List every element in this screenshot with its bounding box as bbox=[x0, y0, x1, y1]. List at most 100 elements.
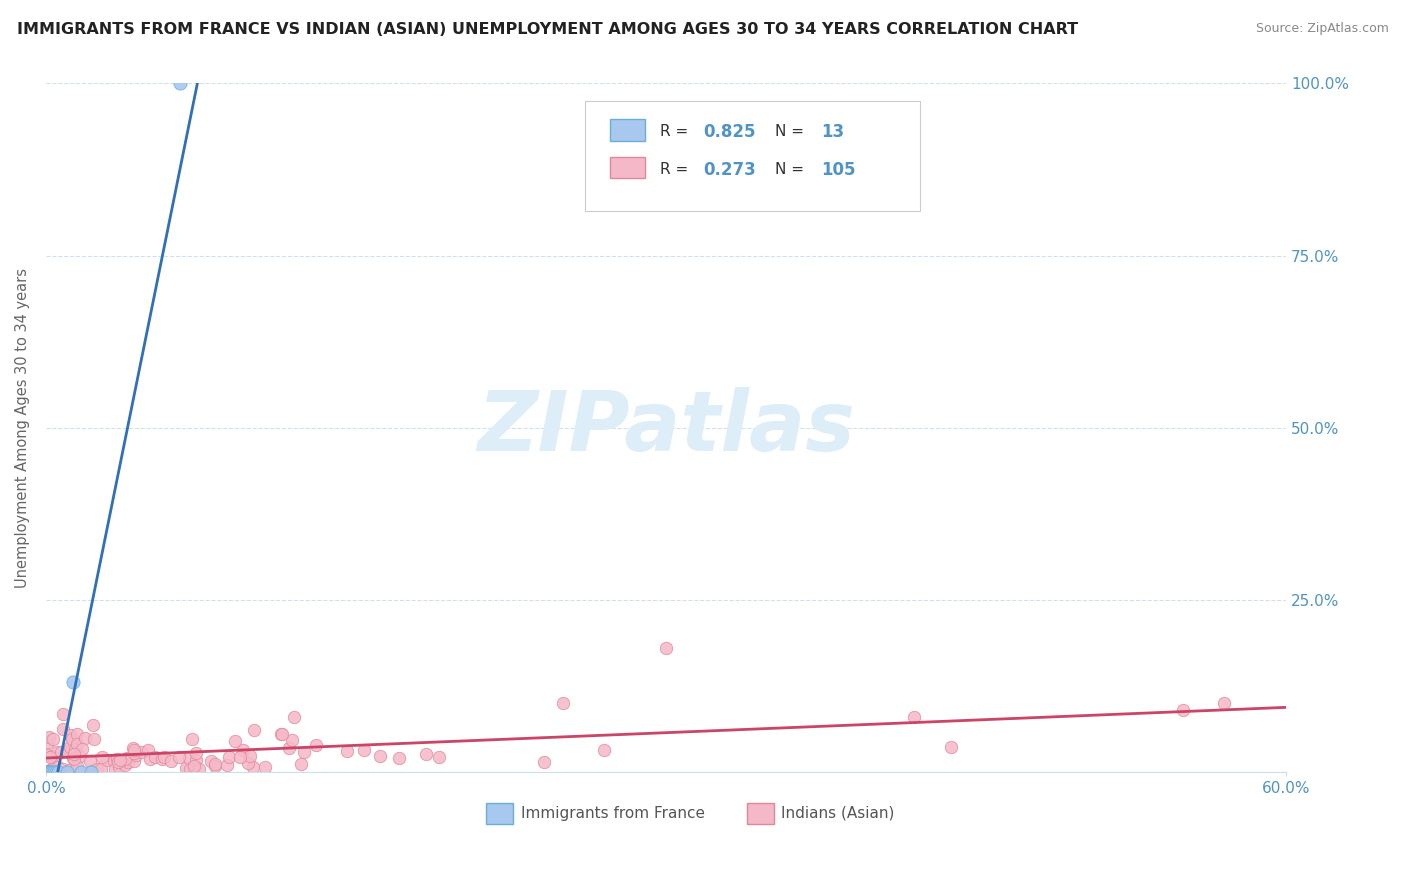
Point bbox=[66, 727, 89, 741]
Point bbox=[551, 696, 574, 710]
Point bbox=[655, 640, 678, 655]
Point bbox=[66, 737, 89, 751]
Point bbox=[62, 752, 84, 766]
Point bbox=[41, 762, 63, 776]
Point bbox=[169, 77, 191, 91]
Point bbox=[200, 755, 222, 769]
Point bbox=[70, 742, 93, 756]
Point bbox=[83, 731, 105, 746]
Text: 0.825: 0.825 bbox=[703, 122, 755, 141]
Point bbox=[533, 755, 555, 769]
Text: ZIPatlas: ZIPatlas bbox=[477, 387, 855, 468]
Point bbox=[55, 764, 77, 779]
Point bbox=[37, 764, 59, 779]
Point bbox=[63, 742, 86, 756]
Point bbox=[46, 745, 69, 759]
Point bbox=[62, 675, 84, 690]
Point bbox=[188, 762, 211, 776]
Point bbox=[131, 745, 153, 759]
Point bbox=[232, 742, 254, 756]
Point bbox=[58, 745, 80, 759]
Point bbox=[290, 756, 312, 771]
Point bbox=[236, 756, 259, 771]
FancyBboxPatch shape bbox=[610, 157, 645, 178]
Point bbox=[427, 750, 450, 764]
Point bbox=[117, 755, 139, 769]
Point bbox=[179, 750, 201, 764]
Point bbox=[305, 738, 328, 752]
Point bbox=[183, 759, 205, 773]
Point bbox=[59, 739, 82, 754]
Point bbox=[37, 764, 59, 779]
Point bbox=[593, 743, 616, 757]
Point bbox=[41, 749, 63, 764]
Point bbox=[122, 743, 145, 757]
Point bbox=[121, 741, 143, 756]
Point bbox=[42, 731, 65, 746]
Point bbox=[117, 751, 139, 765]
Point bbox=[108, 753, 131, 767]
Point bbox=[44, 764, 66, 779]
Point bbox=[243, 723, 266, 738]
Point bbox=[86, 762, 108, 776]
Point bbox=[150, 752, 173, 766]
Point bbox=[167, 750, 190, 764]
Text: 105: 105 bbox=[821, 161, 855, 178]
Point bbox=[65, 759, 87, 773]
Point bbox=[38, 764, 60, 779]
Text: R =: R = bbox=[659, 124, 693, 139]
Point bbox=[370, 749, 392, 764]
Text: R =: R = bbox=[659, 162, 693, 177]
Point bbox=[387, 751, 409, 765]
Point bbox=[37, 764, 59, 779]
Point bbox=[278, 740, 301, 755]
Y-axis label: Unemployment Among Ages 30 to 34 years: Unemployment Among Ages 30 to 34 years bbox=[15, 268, 30, 588]
Text: 13: 13 bbox=[821, 122, 844, 141]
FancyBboxPatch shape bbox=[610, 120, 645, 141]
Point bbox=[415, 747, 437, 761]
Point bbox=[239, 748, 262, 763]
Point bbox=[114, 757, 136, 772]
Point bbox=[218, 749, 240, 764]
Point bbox=[280, 733, 302, 747]
Point bbox=[125, 747, 148, 762]
Point bbox=[63, 747, 86, 761]
Point bbox=[242, 759, 264, 773]
Point bbox=[62, 751, 84, 765]
Point bbox=[228, 750, 250, 764]
Point bbox=[79, 754, 101, 768]
Point bbox=[283, 710, 305, 724]
Point bbox=[179, 762, 201, 776]
Point bbox=[217, 758, 239, 772]
Point bbox=[1213, 696, 1236, 710]
Point bbox=[174, 761, 197, 775]
FancyBboxPatch shape bbox=[747, 803, 773, 823]
Point bbox=[96, 753, 118, 767]
FancyBboxPatch shape bbox=[585, 101, 920, 211]
Point bbox=[48, 760, 70, 774]
Point bbox=[939, 739, 962, 754]
Point bbox=[45, 764, 67, 779]
Point bbox=[122, 747, 145, 761]
FancyBboxPatch shape bbox=[486, 803, 513, 823]
Point bbox=[136, 742, 159, 756]
Point bbox=[153, 750, 176, 764]
Point bbox=[270, 727, 292, 741]
Point bbox=[82, 764, 104, 778]
Point bbox=[52, 706, 75, 721]
Point bbox=[49, 745, 72, 759]
Point bbox=[292, 745, 315, 759]
Point bbox=[160, 755, 183, 769]
Point bbox=[1171, 703, 1194, 717]
Point bbox=[903, 710, 925, 724]
Point bbox=[37, 735, 59, 749]
Point bbox=[253, 759, 276, 773]
Point bbox=[184, 752, 207, 766]
Point bbox=[143, 750, 166, 764]
Point bbox=[56, 743, 79, 757]
Text: Source: ZipAtlas.com: Source: ZipAtlas.com bbox=[1256, 22, 1389, 36]
Point bbox=[107, 760, 129, 774]
Text: N =: N = bbox=[775, 162, 808, 177]
Point bbox=[70, 764, 93, 779]
Text: 0.273: 0.273 bbox=[703, 161, 756, 178]
